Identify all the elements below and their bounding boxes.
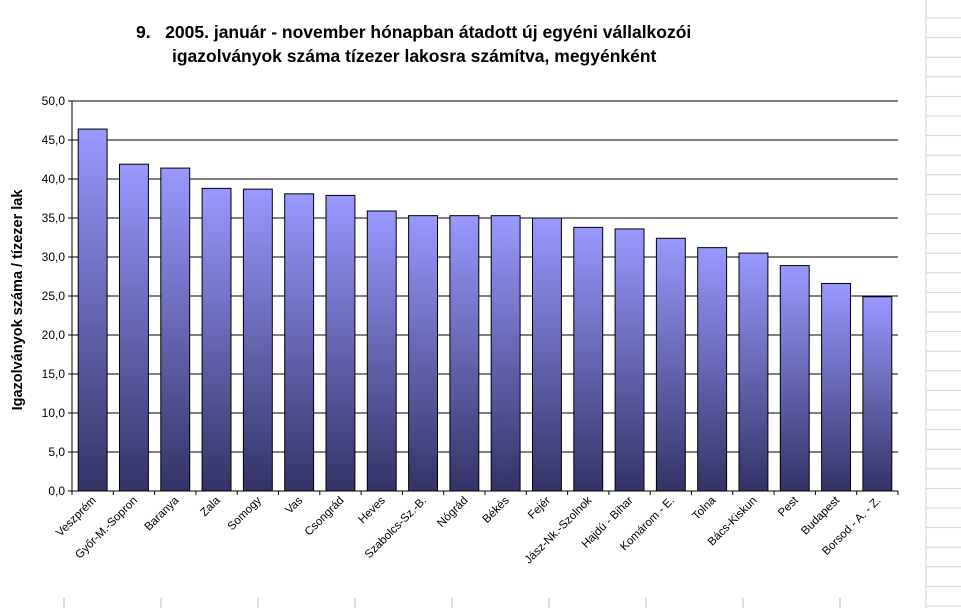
bar bbox=[118, 163, 149, 492]
y-tick-label: 10,0 bbox=[42, 406, 66, 420]
chart-title-line-2: igazolványok száma tízezer lakosra számí… bbox=[172, 46, 657, 66]
bar bbox=[655, 237, 686, 492]
x-tick-label: Békés bbox=[481, 494, 512, 525]
bar bbox=[366, 210, 397, 492]
x-tick-label: Budapest bbox=[799, 494, 842, 537]
x-tick-label: Heves bbox=[356, 494, 388, 526]
x-tick-label: Veszprém bbox=[54, 495, 99, 540]
bar bbox=[77, 128, 108, 492]
y-tick-label: 45,0 bbox=[42, 133, 66, 147]
bar bbox=[449, 215, 480, 492]
y-tick-label: 0,0 bbox=[48, 484, 65, 498]
bar bbox=[408, 215, 439, 492]
bar bbox=[779, 265, 810, 492]
bar bbox=[242, 188, 273, 492]
x-tick-label: Csongrád bbox=[303, 495, 347, 539]
x-tick-label: Fejér bbox=[526, 495, 553, 522]
bar bbox=[862, 296, 893, 492]
y-tick-label: 35,0 bbox=[42, 211, 66, 225]
x-tick-label: Tolna bbox=[690, 494, 718, 522]
chart-title-line-1: 9. 2005. január - november hónapban átad… bbox=[136, 22, 692, 42]
bar bbox=[573, 226, 604, 492]
bar bbox=[201, 187, 232, 492]
x-tick-label: Baranya bbox=[143, 494, 182, 533]
y-tick-label: 40,0 bbox=[42, 172, 66, 186]
bar bbox=[160, 167, 191, 492]
bar bbox=[821, 283, 852, 492]
bar bbox=[284, 193, 315, 492]
y-tick-label: 20,0 bbox=[42, 328, 66, 342]
y-tick-label: 25,0 bbox=[42, 289, 66, 303]
y-tick-label: 30,0 bbox=[42, 250, 66, 264]
bar bbox=[738, 252, 769, 492]
x-tick-label: Pest bbox=[776, 494, 801, 519]
x-tick-label: Nógrád bbox=[435, 495, 470, 530]
y-tick-label: 50,0 bbox=[42, 94, 66, 108]
bar bbox=[697, 247, 728, 492]
x-tick-label: Vas bbox=[283, 494, 305, 516]
y-tick-label: 5,0 bbox=[48, 445, 65, 459]
x-tick-label: Somogy bbox=[226, 494, 264, 532]
bar bbox=[490, 215, 521, 492]
y-tick-label: 15,0 bbox=[42, 367, 66, 381]
bar bbox=[614, 228, 645, 492]
x-tick-label: Zala bbox=[198, 494, 223, 519]
bar bbox=[325, 194, 356, 492]
bar bbox=[531, 217, 562, 492]
